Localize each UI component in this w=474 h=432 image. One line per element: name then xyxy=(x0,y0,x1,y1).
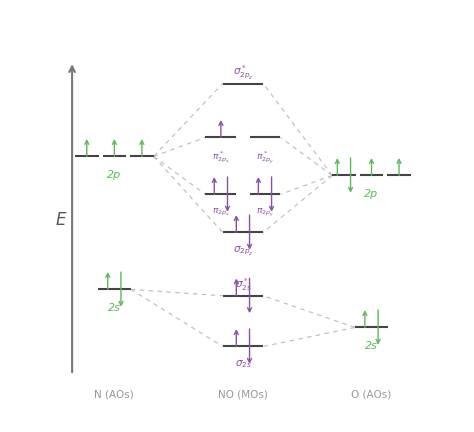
Text: $\sigma_{2p_z}$: $\sigma_{2p_z}$ xyxy=(233,245,253,257)
Text: $\sigma^*_{2p_z}$: $\sigma^*_{2p_z}$ xyxy=(233,63,253,81)
Text: $\sigma^*_{2s}$: $\sigma^*_{2s}$ xyxy=(235,276,251,293)
Text: 2p: 2p xyxy=(107,170,121,180)
Text: 2s: 2s xyxy=(108,303,121,313)
Text: NO (MOs): NO (MOs) xyxy=(218,389,268,399)
Text: $\pi_{2p_y}$: $\pi_{2p_y}$ xyxy=(256,206,274,219)
Text: 2s: 2s xyxy=(365,341,378,351)
Text: 2p: 2p xyxy=(365,189,379,199)
Text: $\pi^*_{2p_y}$: $\pi^*_{2p_y}$ xyxy=(256,149,274,166)
Text: $\pi^*_{2p_x}$: $\pi^*_{2p_x}$ xyxy=(212,149,230,165)
Text: E: E xyxy=(56,211,66,229)
Text: N (AOs): N (AOs) xyxy=(94,389,134,399)
Text: O (AOs): O (AOs) xyxy=(351,389,392,399)
Text: $\sigma_{2s}$: $\sigma_{2s}$ xyxy=(235,359,251,370)
Text: $\pi_{2p_x}$: $\pi_{2p_x}$ xyxy=(212,206,230,218)
